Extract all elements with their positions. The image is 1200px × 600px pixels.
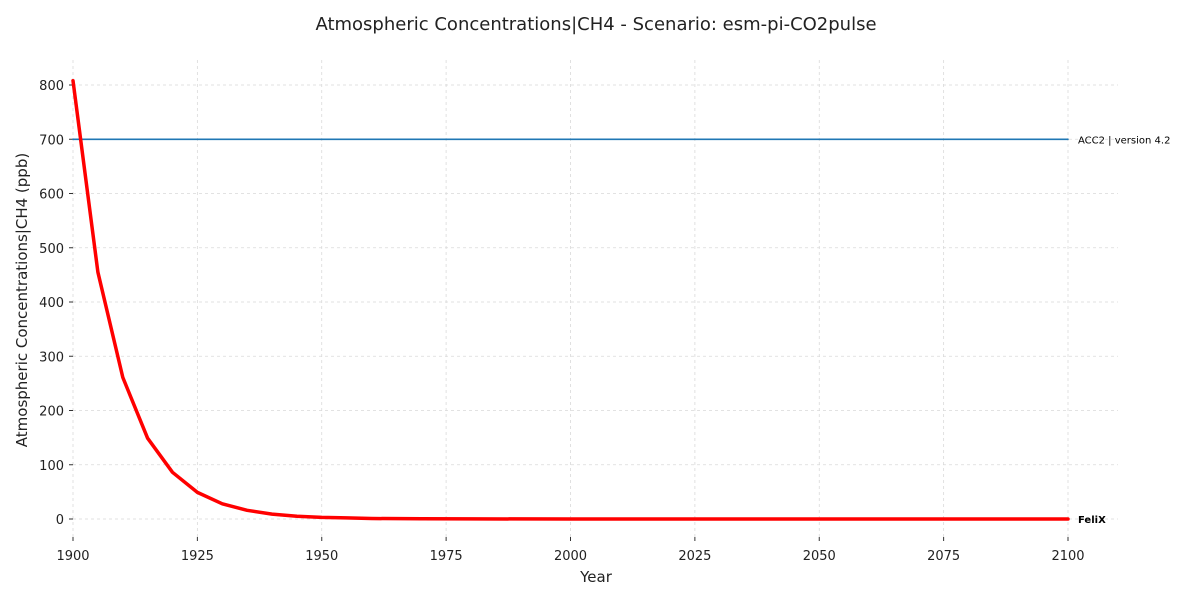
x-tick-label: 1975 [430, 549, 463, 564]
y-tick-label: 300 [39, 350, 64, 365]
series-end-label: FeliX [1078, 515, 1106, 526]
x-tick-label: 2050 [803, 549, 836, 564]
series-lines [71, 78, 1070, 521]
y-tick-label: 200 [39, 405, 64, 420]
x-tick-label: 1950 [305, 549, 338, 564]
y-tick-label: 800 [39, 79, 64, 94]
axis-ticks: 1900 1925 1950 1975 2000 2025 2050 2075 2100 0 100… [39, 79, 1084, 564]
chart-title: Atmospheric Concentrations|CH4 - Scenari… [315, 14, 876, 35]
y-tick-label: 500 [39, 242, 64, 257]
x-tick-label: 1925 [181, 549, 214, 564]
x-axis-label: Year [579, 568, 613, 586]
x-tick-label: 2100 [1051, 549, 1084, 564]
y-axis-label: Atmospheric Concentrations|CH4 (ppb) [13, 153, 31, 447]
x-tick-label: 2025 [678, 549, 711, 564]
y-tick-label: 600 [39, 188, 64, 203]
y-tick-label: 700 [39, 133, 64, 148]
x-tick-label: 2000 [554, 549, 587, 564]
y-tick-label: 400 [39, 296, 64, 311]
series-line [71, 78, 1070, 521]
y-tick-label: 100 [39, 459, 64, 474]
x-tick-label: 1900 [56, 549, 89, 564]
grid [72, 60, 1118, 537]
series-end-labels: ACC2 | version 4.2 FeliX [1078, 135, 1170, 526]
series-end-label: ACC2 | version 4.2 [1078, 135, 1170, 146]
x-tick-label: 2075 [927, 549, 960, 564]
y-tick-label: 0 [56, 513, 64, 528]
